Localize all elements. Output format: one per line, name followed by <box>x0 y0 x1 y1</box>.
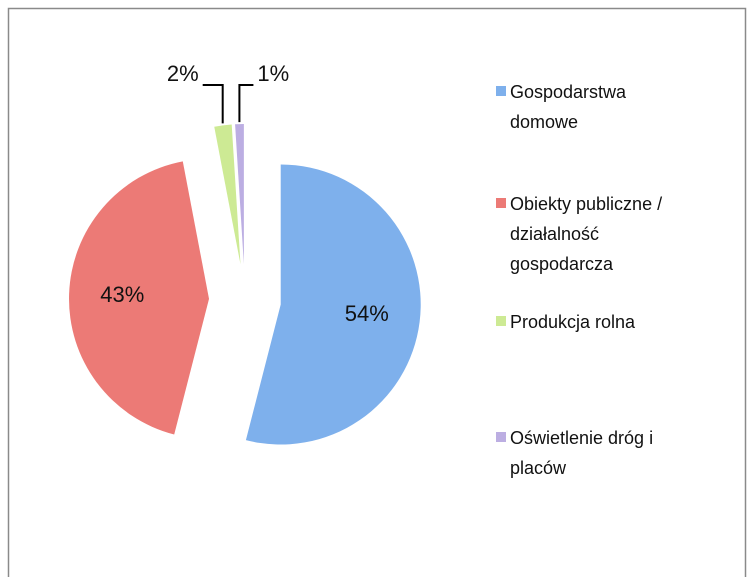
data-label: 2% <box>167 61 199 86</box>
legend-label: Produkcja rolna <box>510 312 636 332</box>
legend-item: Oświetlenie dróg i placów <box>496 423 696 483</box>
legend-swatch <box>496 432 506 442</box>
pie-slice <box>214 124 241 265</box>
legend-swatch <box>496 198 506 208</box>
leader-line <box>238 84 254 123</box>
legend-label: Gospodarstwa domowe <box>510 82 627 132</box>
legend-swatch <box>496 316 506 326</box>
legend-item: Obiekty publiczne / działalność gospodar… <box>496 189 696 279</box>
data-label: 1% <box>257 61 289 86</box>
pie-slice <box>69 161 210 435</box>
legend-label: Obiekty publiczne / działalność gospodar… <box>510 194 663 274</box>
leader-line <box>202 84 224 124</box>
pie-slice <box>235 124 244 265</box>
legend-item: Gospodarstwa domowe <box>496 77 696 137</box>
pie-slice <box>245 164 421 445</box>
legend-label: Oświetlenie dróg i placów <box>510 428 654 478</box>
legend-swatch <box>496 86 506 96</box>
legend-item: Produkcja rolna <box>496 307 696 337</box>
data-label: 43% <box>100 282 144 307</box>
data-label: 54% <box>345 301 389 326</box>
